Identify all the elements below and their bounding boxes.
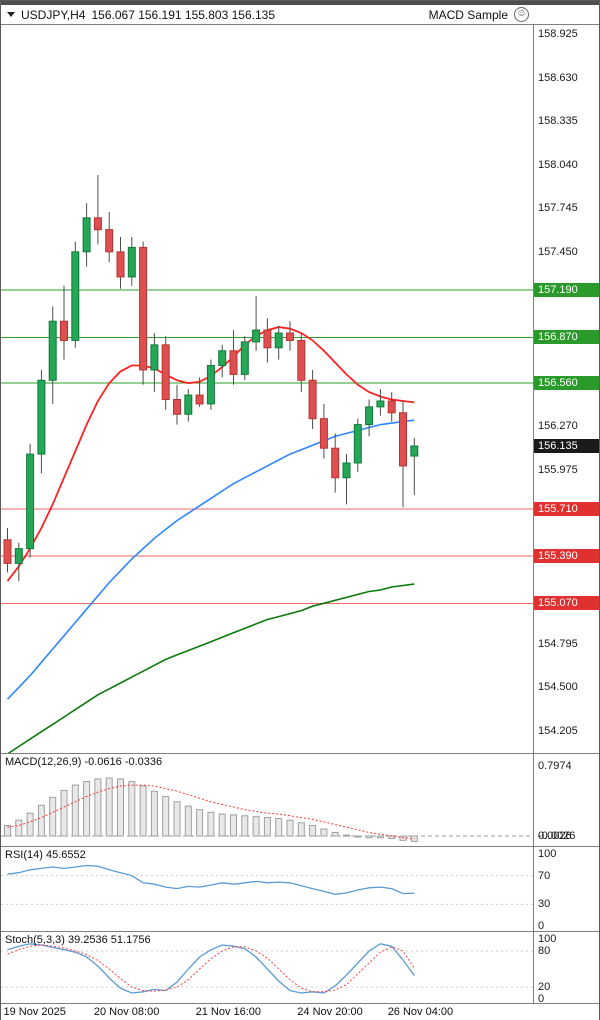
chart-header: USDJPY,H4 156.067 156.191 155.803 156.13… [1, 5, 599, 25]
stochastic-axis[interactable]: 100 80 20 0 [533, 932, 599, 1006]
expert-status-icon[interactable]: ☺ [514, 7, 529, 22]
price-axis-label: 156.270 [538, 420, 578, 433]
rsi-axis-label: 30 [538, 898, 551, 911]
current-price-tag: 156.135 [534, 438, 599, 453]
price-axis-label: 154.500 [538, 681, 578, 694]
price-axis-label: 158.630 [538, 71, 578, 84]
rsi-axis[interactable]: 100 70 30 0 [533, 847, 599, 933]
time-axis-label: 26 Nov 04:00 [387, 1006, 454, 1018]
rsi-axis-label: 70 [538, 869, 551, 882]
stochastic-axis-label: 20 [538, 981, 551, 994]
support-price-tag: 155.070 [534, 596, 599, 611]
price-axis-label: 158.925 [538, 28, 578, 40]
main-chart-area: 158.925 158.630 158.335 158.040 157.745 157.4… [1, 25, 599, 753]
stochastic-panel: Stoch(5,3,3) 39.2536 51.1756 100 80 20 0 [1, 931, 599, 1006]
price-axis-label: 155.975 [538, 463, 578, 476]
macd-panel: MACD(12,26,9) -0.0616 -0.0336 0.7974 0.00… [1, 753, 599, 846]
macd-chart[interactable] [1, 754, 535, 846]
macd-axis-label: 0.0026 [538, 829, 572, 842]
time-axis-label: 21 Nov 16:00 [195, 1006, 262, 1018]
price-axis-label: 154.205 [538, 724, 578, 737]
expert-name: MACD Sample [428, 7, 508, 22]
window-titlebar[interactable] [1, 1, 599, 5]
symbol-label: USDJPY,H4 [21, 7, 86, 22]
rsi-panel: RSI(14) 45.6552 100 70 30 0 [1, 846, 599, 933]
rsi-axis-label: 100 [538, 847, 557, 860]
resistance-price-tag: 157.190 [534, 283, 599, 298]
rsi-label: RSI(14) 45.6552 [5, 849, 86, 861]
stochastic-axis-label: 0 [538, 993, 545, 1006]
resistance-price-tag: 156.870 [534, 330, 599, 345]
time-axis[interactable]: 19 Nov 2025 20 Nov 08:00 21 Nov 16:00 24 No… [1, 1003, 599, 1020]
ohlc-values: 156.067 156.191 155.803 156.135 [91, 7, 275, 22]
support-price-tag: 155.710 [534, 501, 599, 516]
price-axis-label: 158.335 [538, 115, 578, 128]
resistance-price-tag: 156.560 [534, 376, 599, 391]
symbol-dropdown-icon[interactable] [7, 12, 15, 17]
time-axis-label: 20 Nov 08:00 [93, 1006, 160, 1018]
stochastic-chart[interactable] [1, 932, 535, 1003]
macd-axis-label: 0.7974 [538, 759, 572, 772]
price-axis-label: 157.450 [538, 245, 578, 258]
rsi-axis-label: 0 [538, 920, 545, 933]
time-axis-label: 24 Nov 20:00 [297, 1006, 363, 1018]
macd-axis[interactable]: 0.7974 0.0026 -0.0026 [533, 754, 599, 846]
stochastic-axis-label: 80 [538, 945, 551, 958]
macd-label: MACD(12,26,9) -0.0616 -0.0336 [5, 756, 163, 768]
support-price-tag: 155.390 [534, 549, 599, 563]
stochastic-axis-label: 100 [538, 933, 557, 946]
stochastic-label: Stoch(5,3,3) 39.2536 51.1756 [5, 934, 151, 946]
price-axis[interactable]: 158.925 158.630 158.335 158.040 157.745 157.4… [533, 25, 599, 753]
macd-axis-label: -0.0026 [538, 830, 576, 843]
candlestick-chart[interactable] [1, 25, 535, 753]
time-axis-label: 19 Nov 2025 [3, 1006, 66, 1018]
price-axis-label: 157.745 [538, 202, 578, 215]
rsi-chart[interactable] [1, 847, 535, 931]
price-axis-label: 154.795 [538, 637, 578, 650]
price-axis-label: 158.040 [538, 158, 578, 171]
